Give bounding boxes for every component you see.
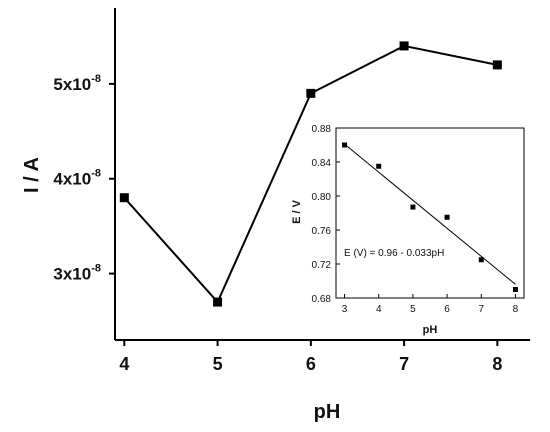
main-data-point — [119, 193, 129, 203]
main-y-tick-exponent: -8 — [91, 168, 101, 180]
fit-equation: E (V) = 0.96 - 0.033pH — [344, 248, 444, 259]
main-data-point — [492, 60, 502, 70]
inset-data-point — [512, 287, 518, 292]
inset-data-point — [342, 142, 348, 148]
main-y-tick-exponent: -8 — [91, 263, 101, 275]
inset-frame — [335, 127, 525, 299]
inset-y-tick-label: 0.84 — [312, 158, 332, 169]
main-data-point — [213, 297, 223, 307]
inset-x-tick-label: 5 — [410, 304, 416, 315]
inset-x-axis-title: pH — [423, 324, 438, 336]
main-y-tick-mantissa: 3x10 — [53, 265, 91, 284]
main-x-axis-title: pH — [314, 401, 341, 423]
inset-fit-line — [344, 143, 516, 285]
inset-y-tick-label: 0.68 — [312, 294, 332, 305]
inset-x-tick-label: 7 — [478, 304, 484, 315]
main-x-tick-label: 8 — [492, 354, 502, 374]
main-y-tick-mantissa: 5x10 — [53, 75, 91, 94]
main-y-tick-mantissa: 4x10 — [53, 170, 91, 189]
main-x-tick-label: 6 — [306, 354, 316, 374]
main-y-tick-label: 3x10-8 — [53, 263, 101, 284]
inset-y-axis-title: E / V — [291, 199, 303, 224]
inset-data-point — [478, 257, 484, 263]
main-x-tick-label: 5 — [213, 354, 223, 374]
main-data-point — [306, 88, 316, 98]
inset-plot: pH E / V E (V) = 0.96 - 0.033pH 3 4 5 6 7 8 0.… — [291, 124, 525, 336]
main-x-tick-label: 7 — [399, 354, 409, 374]
main-y-axis-title: I / A — [21, 157, 43, 193]
main-y-tick-label: 4x10-8 — [53, 168, 101, 189]
inset-y-tick-label: 0.76 — [312, 226, 332, 237]
inset-y-tick-label: 0.72 — [312, 260, 332, 271]
inset-x-tick-label: 4 — [376, 304, 382, 315]
inset-y-tick-label: 0.80 — [312, 192, 332, 203]
main-data-point — [399, 41, 409, 51]
inset-x-tick-label: 3 — [342, 304, 348, 315]
inset-x-tick-label: 6 — [444, 304, 450, 315]
inset-y-tick-label: 0.88 — [312, 124, 332, 135]
main-y-tick-label: 5x10-8 — [53, 73, 101, 94]
inset-data-point — [410, 204, 416, 210]
inset-x-tick-label: 8 — [513, 304, 519, 315]
main-y-tick-exponent: -8 — [91, 73, 101, 85]
inset-data-point — [444, 214, 450, 220]
inset-data-point — [376, 163, 382, 169]
main-x-tick-label: 4 — [119, 354, 129, 374]
